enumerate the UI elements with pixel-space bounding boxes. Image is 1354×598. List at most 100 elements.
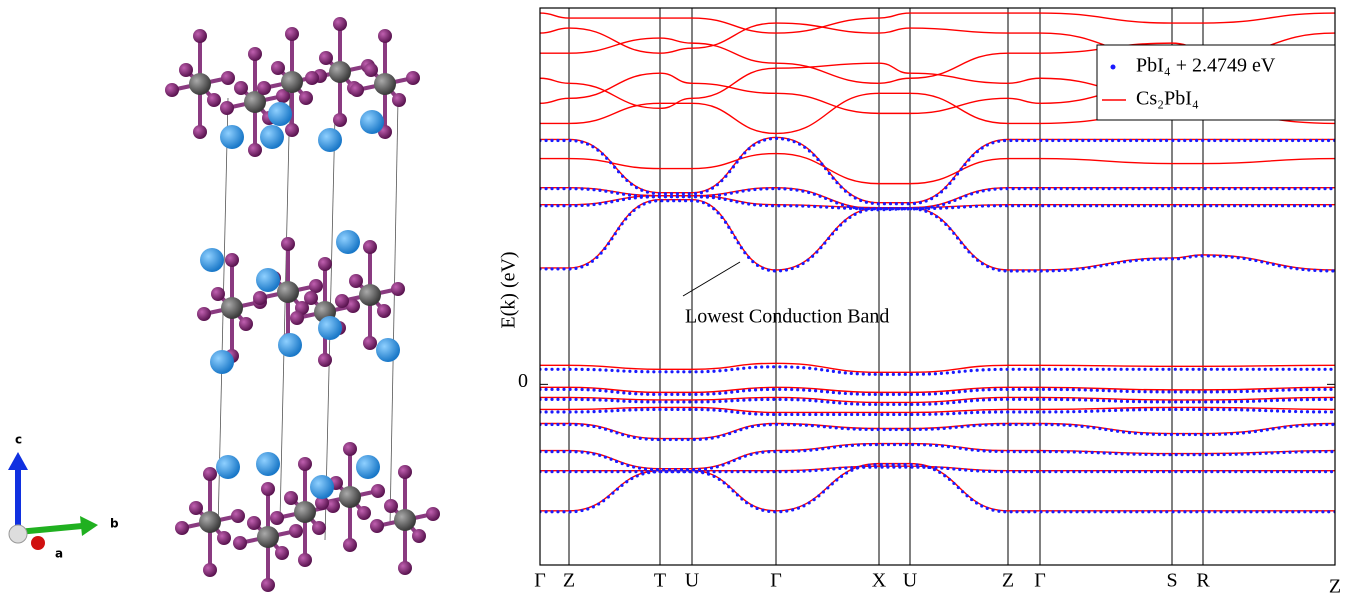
x-tick-label: R: [1196, 570, 1210, 592]
cesium: [268, 102, 292, 126]
cesium: [256, 452, 280, 476]
iodine: [398, 561, 412, 575]
lead: [277, 281, 299, 303]
iodine: [193, 125, 207, 139]
legend: PbI₄ + 2.4749 eV Cs₂PbI₄: [1096, 44, 1336, 121]
iodine: [275, 546, 289, 560]
annotation: Lowest Conduction Band: [685, 306, 889, 328]
cesium: [356, 455, 380, 479]
iodine: [335, 294, 349, 308]
b-axis-arrow: [17, 523, 83, 535]
iodine: [318, 257, 332, 271]
iodine: [350, 83, 364, 97]
x-tick-label: Z: [563, 570, 575, 592]
iodine: [234, 81, 248, 95]
band-line: [540, 12, 1335, 34]
legend-marker: [1110, 64, 1116, 70]
c-axis-head: [8, 452, 28, 470]
iodine: [203, 563, 217, 577]
iodine: [289, 524, 303, 538]
lead: [221, 297, 243, 319]
band-line: [540, 422, 1335, 440]
cesium: [318, 128, 342, 152]
iodine: [271, 61, 285, 75]
lead: [294, 501, 316, 523]
iodine: [346, 299, 360, 313]
iodine: [370, 519, 384, 533]
iodine: [343, 538, 357, 552]
b-axis-head: [80, 516, 98, 536]
x-tick-label: Z: [1002, 570, 1014, 592]
band-dots: [540, 387, 1335, 396]
legend-box: [1096, 44, 1336, 121]
iodine: [285, 123, 299, 137]
iodine: [248, 143, 262, 157]
band-dots: [540, 136, 1335, 206]
cell-edge: [279, 91, 291, 521]
iodine: [285, 27, 299, 41]
iodine: [211, 287, 225, 301]
iodine: [304, 291, 318, 305]
lead: [244, 91, 266, 113]
band-line: [540, 442, 1335, 470]
band-line: [540, 386, 1335, 394]
iodine: [225, 253, 239, 267]
iodine: [384, 499, 398, 513]
iodine: [261, 482, 275, 496]
cesium: [256, 268, 280, 292]
origin: [8, 524, 28, 544]
x-tick-label: Γ: [534, 570, 546, 592]
cesium: [376, 338, 400, 362]
band-dots: [540, 422, 1335, 442]
iodine: [363, 336, 377, 350]
iodine: [217, 531, 231, 545]
iodine: [257, 81, 271, 95]
legend-label: PbI₄ + 2.4749 eV: [1136, 55, 1276, 77]
iodine: [377, 304, 391, 318]
a-label: a: [55, 547, 63, 561]
c-label: c: [15, 433, 22, 447]
annotation-arrow: [682, 261, 741, 297]
iodine: [392, 93, 406, 107]
iodine: [364, 63, 378, 77]
legend-label: Cs₂PbI₄: [1136, 88, 1199, 110]
iodine: [175, 521, 189, 535]
iodine: [312, 521, 326, 535]
iodine: [261, 578, 275, 592]
iodine: [398, 465, 412, 479]
iodine: [349, 274, 363, 288]
cesium: [210, 350, 234, 374]
band-dots: [540, 407, 1335, 417]
band-dots: [540, 442, 1335, 472]
iodine: [233, 536, 247, 550]
iodine: [231, 509, 245, 523]
band-line: [540, 362, 1335, 374]
iodine: [193, 29, 207, 43]
lead: [189, 73, 211, 95]
band-line: [540, 152, 1335, 185]
axis-triad: c b a: [8, 433, 119, 561]
cesium: [336, 230, 360, 254]
iodine: [319, 51, 333, 65]
iodine: [281, 237, 295, 251]
x-tick-label: S: [1166, 570, 1177, 592]
iodine: [371, 484, 385, 498]
y-tick-label: 0: [518, 370, 528, 392]
x-tick-label: T: [654, 570, 666, 592]
crystal-structure: [165, 17, 440, 592]
lead: [339, 486, 361, 508]
cesium: [278, 333, 302, 357]
iodine: [179, 63, 193, 77]
iodine: [270, 511, 284, 525]
band-line: [540, 37, 1335, 84]
iodine: [406, 71, 420, 85]
x-tick-label: U: [685, 570, 700, 592]
band-line: [540, 198, 1335, 271]
x-tick-label: Γ: [1034, 570, 1046, 592]
lead: [257, 526, 279, 548]
iodine: [276, 89, 290, 103]
iodine: [299, 91, 313, 105]
cesium: [318, 316, 342, 340]
y-axis-label: E(k) (eV): [498, 251, 520, 328]
